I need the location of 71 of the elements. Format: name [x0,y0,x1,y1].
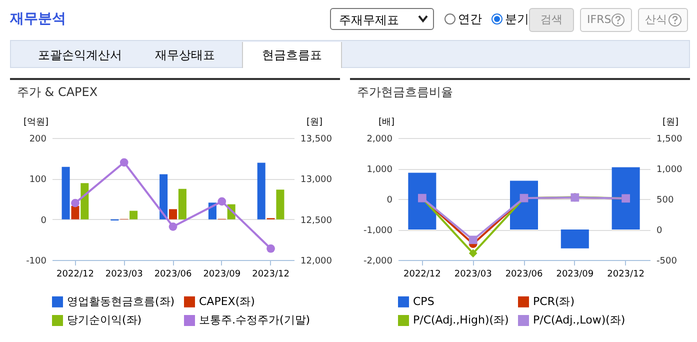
x-tick-label: 2023/09 [556,270,594,280]
y2-tick-label: 500 [656,196,674,206]
y-axis-title: [배] [378,118,394,128]
text: 현금흐름표 [242,42,342,68]
point [468,249,478,258]
y-axis-title: [억원] [23,118,48,128]
text: 연간 [458,11,482,28]
y-tick-label: 200 [29,134,47,144]
x-tick-label: 2023/09 [203,270,241,280]
point [71,198,80,208]
bar [560,230,589,248]
text: 주재무제표 [330,8,434,30]
x-tick-label: 2023/03 [454,270,492,280]
y-tick-label: -2,000 [363,256,393,266]
bar [612,167,640,230]
text: 분기 [505,11,529,28]
legend-label: CPS [413,294,434,308]
legend-label: 영업활동현금흐름(좌) [67,294,175,308]
point [120,158,128,167]
point [266,244,275,253]
x-tick-label: 2023/12 [252,270,290,280]
y2-tick-label: -500 [656,256,678,266]
text: 검색 [529,8,574,32]
legend-label: P/C(Adj.,High)(좌) [413,314,509,326]
y2-axis-title: [원] [306,118,323,128]
y2-tick-label: 0 [656,226,662,236]
y2-tick-label: 1,000 [656,165,683,175]
x-tick-label: 2023/06 [505,270,543,280]
y2-tick-label: 13,500 [300,134,332,144]
chart-title: 주가 & CAPEX [16,85,98,99]
text: 포괄손익계산서 [37,47,123,64]
y-tick-label: 2,000 [366,134,393,144]
y-tick-label: -1,000 [363,226,393,236]
point [218,197,226,206]
bar [408,172,436,230]
y-tick-label: -100 [26,256,47,266]
y2-tick-label: 1,500 [656,134,683,144]
bar [130,210,138,220]
y-tick-label: 100 [29,175,47,186]
y-tick-label: 0 [386,196,393,206]
y2-tick-label: 12,500 [300,216,332,226]
x-tick-label: 2023/12 [607,270,645,280]
bar [178,188,186,220]
bar [71,206,80,220]
bar [62,166,70,220]
x-tick-label: 2023/06 [154,270,192,280]
point [168,222,178,231]
bar [168,209,178,220]
x-tick-label: 2023/03 [105,270,143,280]
x-tick-label: 2022/12 [403,270,441,280]
text: 산식 [638,8,688,32]
text: 재무분석 [10,10,66,28]
y2-tick-label: 12,000 [300,256,332,266]
bar [80,183,89,220]
y2-axis-title: [원] [662,118,679,128]
text: 재무상태표 [154,47,216,64]
y2-tick-label: 13,000 [300,175,332,186]
legend-label: 보통주.수정주가(기말) [199,314,310,326]
legend-label: PCR(좌) [533,294,575,308]
bar [160,174,168,220]
y-tick-label: 0 [40,216,47,226]
bar [257,162,266,220]
y-tick-label: 1,000 [366,165,393,175]
legend-label: CAPEX(좌) [199,294,255,308]
text: IFRS [580,8,632,32]
legend-label: 당기순이익(좌) [67,314,142,326]
chart-title: 주가현금흐름비율 [356,85,453,99]
legend-label: P/C(Adj.,Low)(좌) [533,314,626,326]
x-tick-label: 2022/12 [56,270,94,280]
bar [276,190,284,220]
point [468,236,478,244]
